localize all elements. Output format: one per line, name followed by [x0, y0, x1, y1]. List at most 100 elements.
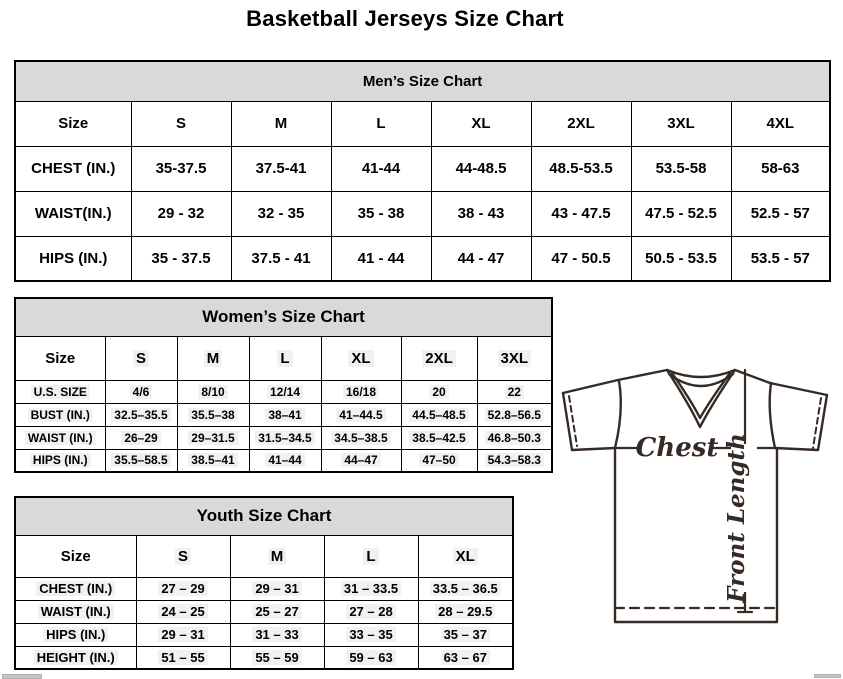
size-value: 29 – 31: [252, 581, 302, 596]
size-value-cell: 53.5-58: [630, 145, 732, 192]
size-value-cell: 37.5 - 41: [230, 235, 332, 282]
size-value-cell: 16/18: [320, 379, 402, 404]
column-header-text: L: [363, 547, 379, 565]
size-value: 4/6: [129, 384, 153, 399]
size-value: 46.8–50.3: [484, 430, 544, 445]
size-value: 44.5–48.5: [409, 407, 469, 422]
size-value: 27 – 28: [346, 604, 396, 619]
womens-size-chart-table: Women’s Size Chart Size S M L XL 2XL 3XL…: [14, 297, 554, 473]
size-value-cell: 24 – 25: [135, 599, 231, 624]
size-value-cell: 41-44: [330, 145, 432, 192]
size-value-cell: 53.5 - 57: [730, 235, 831, 282]
size-value-cell: 44 - 47: [430, 235, 532, 282]
jersey-measurement-diagram: Chest Front Length: [561, 368, 829, 624]
size-value-cell: 35 - 38: [330, 190, 432, 237]
size-value-cell: 47 - 50.5: [530, 235, 632, 282]
column-header: 3XL: [476, 335, 553, 381]
size-value-cell: 44.5–48.5: [400, 402, 478, 427]
size-value: 31 – 33: [252, 627, 302, 642]
column-header: 2XL: [530, 100, 632, 147]
row-label: WAIST (IN.): [14, 425, 106, 450]
table-row: WAIST (IN.) 26–29 29–31.5 31.5–34.5 34.5…: [14, 425, 553, 450]
row-label: HIPS (IN.): [14, 622, 137, 647]
row-label-text: WAIST (IN.): [37, 604, 114, 619]
chest-label-backing: [641, 434, 713, 460]
size-value-cell: 31 – 33.5: [323, 576, 419, 601]
table-row: HIPS (IN.) 29 – 31 31 – 33 33 – 35 35 – …: [14, 622, 514, 647]
size-value-cell: 27 – 29: [135, 576, 231, 601]
size-value-cell: 32.5–35.5: [104, 402, 178, 427]
size-value: 29–31.5: [188, 430, 238, 445]
column-header: M: [229, 534, 325, 578]
size-value: 24 – 25: [158, 604, 208, 619]
size-value-cell: 34.5–38.5: [320, 425, 402, 450]
column-header-text: S: [174, 547, 191, 565]
column-header: S: [135, 534, 231, 578]
size-value-cell: 35.5–38: [176, 402, 250, 427]
size-value-cell: 29–31.5: [176, 425, 250, 450]
table-row: HEIGHT (IN.) 51 – 55 55 – 59 59 – 63 63 …: [14, 645, 514, 670]
size-value: 35.5–58.5: [111, 453, 171, 468]
size-value: 35 – 37: [440, 627, 490, 642]
size-value-cell: 54.3–58.3: [476, 448, 553, 473]
size-value: 52.8–56.5: [484, 407, 544, 422]
table-row: BUST (IN.) 32.5–35.5 35.5–38 38–41 41–44…: [14, 402, 553, 427]
size-value: 38.5–41: [188, 453, 238, 468]
size-value-cell: 29 – 31: [135, 622, 231, 647]
size-value-cell: 44-48.5: [430, 145, 532, 192]
size-value-cell: 38 - 43: [430, 190, 532, 237]
mens-chart-title: Men’s Size Chart: [14, 60, 831, 102]
column-header-text: S: [132, 349, 149, 367]
size-value: 8/10: [198, 384, 228, 399]
size-value-cell: 35.5–58.5: [104, 448, 178, 473]
size-value-cell: 41–44.5: [320, 402, 402, 427]
column-header-text: 3XL: [497, 349, 532, 367]
table-row: WAIST(IN.) 29 - 32 32 - 35 35 - 38 38 - …: [14, 190, 831, 237]
size-value-cell: 35-37.5: [130, 145, 232, 192]
size-value-cell: 63 – 67: [417, 645, 514, 670]
horizontal-scrollbar-fragment-left[interactable]: [2, 674, 42, 679]
column-header: 2XL: [400, 335, 478, 381]
size-value-cell: 31 – 33: [229, 622, 325, 647]
column-header: S: [130, 100, 232, 147]
table-row: WAIST (IN.) 24 – 25 25 – 27 27 – 28 28 –…: [14, 599, 514, 624]
mens-size-chart-table: Men’s Size Chart Size S M L XL 2XL 3XL 4…: [14, 60, 832, 282]
size-value-cell: 50.5 - 53.5: [630, 235, 732, 282]
size-value: 33.5 – 36.5: [429, 581, 501, 596]
size-value-cell: 32 - 35: [230, 190, 332, 237]
size-value-cell: 55 – 59: [229, 645, 325, 670]
womens-chart-title: Women’s Size Chart: [14, 297, 553, 337]
size-value: 51 – 55: [158, 649, 208, 665]
size-value-cell: 35 - 37.5: [130, 235, 232, 282]
column-header-text: M: [267, 547, 287, 565]
row-label-text: U.S. SIZE: [30, 384, 90, 399]
column-header-text: L: [277, 349, 293, 367]
column-header-text: 2XL: [422, 349, 456, 367]
size-value-cell: 25 – 27: [229, 599, 325, 624]
column-header: L: [330, 100, 432, 147]
horizontal-scrollbar-fragment-right[interactable]: [814, 674, 841, 678]
size-value-cell: 29 - 32: [130, 190, 232, 237]
size-value: 32.5–35.5: [111, 407, 171, 422]
size-value-cell: 58-63: [730, 145, 831, 192]
size-value-cell: 33.5 – 36.5: [417, 576, 514, 601]
row-label: HEIGHT (IN.): [14, 645, 137, 670]
column-header: Size: [14, 335, 106, 381]
column-header: XL: [320, 335, 402, 381]
size-value-cell: 46.8–50.3: [476, 425, 553, 450]
row-label-text: WAIST (IN.): [24, 430, 96, 445]
size-value: 41–44: [265, 453, 305, 468]
table-row: HIPS (IN.) 35.5–58.5 38.5–41 41–44 44–47…: [14, 448, 553, 473]
column-header: XL: [417, 534, 514, 578]
column-header-text: M: [203, 349, 223, 367]
row-label-text: HIPS (IN.): [29, 453, 91, 468]
youth-chart-title: Youth Size Chart: [14, 496, 514, 536]
column-header: Size: [14, 100, 132, 147]
row-label: BUST (IN.): [14, 402, 106, 427]
size-value-cell: 44–47: [320, 448, 402, 473]
size-value-cell: 38–41: [248, 402, 322, 427]
row-label-text: BUST (IN.): [27, 407, 93, 422]
size-value: 47–50: [419, 453, 459, 468]
column-header: S: [104, 335, 178, 381]
